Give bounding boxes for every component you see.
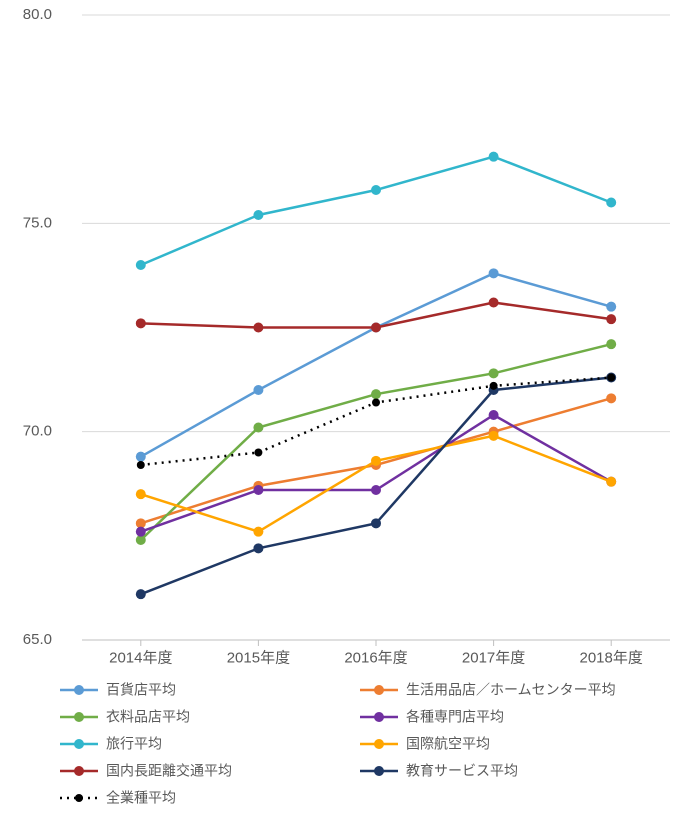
x-tick-label: 2016年度 bbox=[344, 649, 407, 666]
series-marker bbox=[606, 393, 616, 403]
y-tick-label: 65.0 bbox=[23, 631, 52, 648]
series-marker bbox=[253, 210, 263, 220]
x-tick-label: 2017年度 bbox=[462, 649, 525, 666]
chart-container: 65.0 70.0 75.0 80.0 2014年度 2015年度 2016年度 2017年度… bbox=[0, 0, 685, 840]
series-marker bbox=[489, 410, 499, 420]
x-tick-label: 2015年度 bbox=[227, 649, 290, 666]
series-marker bbox=[136, 452, 146, 462]
legend-marker bbox=[74, 685, 84, 695]
series-marker bbox=[136, 489, 146, 499]
legend-label: 各種専門店平均 bbox=[406, 709, 504, 725]
series-marker bbox=[371, 485, 381, 495]
series-marker bbox=[137, 461, 145, 469]
series-marker bbox=[253, 527, 263, 537]
series-marker bbox=[253, 323, 263, 333]
legend-marker bbox=[374, 712, 384, 722]
legend-marker bbox=[374, 685, 384, 695]
series-marker bbox=[136, 318, 146, 328]
legend-label: 全業種平均 bbox=[106, 790, 176, 806]
y-tick-label: 75.0 bbox=[23, 214, 52, 231]
series-marker bbox=[371, 456, 381, 466]
legend-marker bbox=[374, 766, 384, 776]
line-chart: 65.0 70.0 75.0 80.0 2014年度 2015年度 2016年度 2017年度… bbox=[0, 0, 685, 840]
legend-label: 国内長距離交通平均 bbox=[106, 763, 232, 779]
series-marker bbox=[253, 543, 263, 553]
series-marker bbox=[606, 302, 616, 312]
legend-marker bbox=[75, 794, 83, 802]
legend-label: 教育サービス平均 bbox=[406, 763, 518, 779]
series-marker bbox=[489, 268, 499, 278]
series-marker bbox=[136, 260, 146, 270]
y-tick-label: 70.0 bbox=[23, 423, 52, 440]
legend-label: 衣料品店平均 bbox=[106, 709, 190, 725]
series-marker bbox=[371, 518, 381, 528]
series-marker bbox=[490, 382, 498, 390]
legend-label: 生活用品店／ホームセンター平均 bbox=[406, 682, 616, 698]
series-marker bbox=[371, 389, 381, 399]
legend-label: 国際航空平均 bbox=[406, 736, 490, 752]
series-marker bbox=[489, 298, 499, 308]
series-marker bbox=[606, 477, 616, 487]
series-marker bbox=[489, 368, 499, 378]
series-marker bbox=[253, 385, 263, 395]
legend-marker bbox=[374, 739, 384, 749]
series-marker bbox=[489, 431, 499, 441]
series-marker bbox=[606, 314, 616, 324]
x-tick-label: 2018年度 bbox=[580, 649, 643, 666]
series-marker bbox=[606, 198, 616, 208]
legend-label: 旅行平均 bbox=[106, 736, 162, 752]
x-tick-label: 2014年度 bbox=[109, 649, 172, 666]
series-marker bbox=[372, 399, 380, 407]
series-marker bbox=[371, 185, 381, 195]
series-marker bbox=[607, 374, 615, 382]
legend-marker bbox=[74, 739, 84, 749]
series-marker bbox=[253, 485, 263, 495]
series-marker bbox=[136, 527, 146, 537]
series-marker bbox=[136, 589, 146, 599]
y-tick-label: 80.0 bbox=[23, 6, 52, 23]
series-marker bbox=[253, 423, 263, 433]
legend-label: 百貨店平均 bbox=[106, 682, 176, 698]
series-marker bbox=[489, 152, 499, 162]
series-marker bbox=[254, 449, 262, 457]
legend-marker bbox=[74, 712, 84, 722]
series-marker bbox=[606, 339, 616, 349]
legend-marker bbox=[74, 766, 84, 776]
series-marker bbox=[371, 323, 381, 333]
